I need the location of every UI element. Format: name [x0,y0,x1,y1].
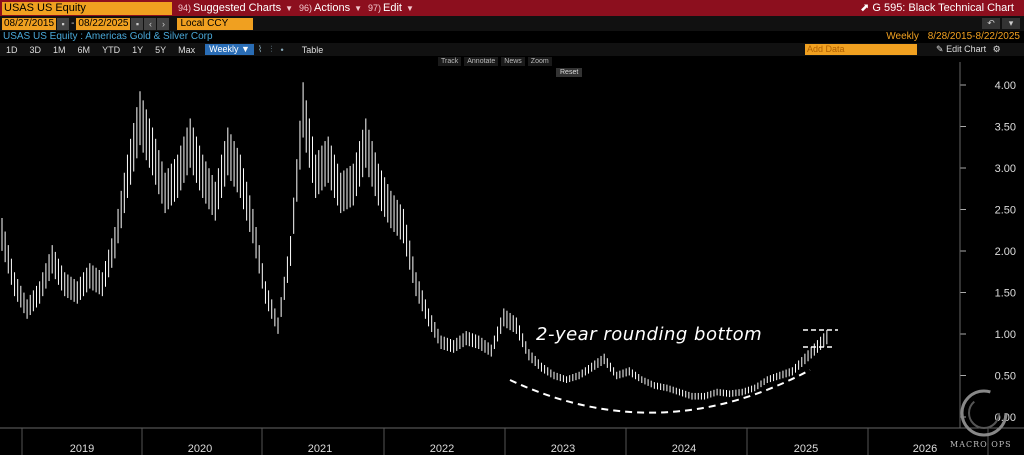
menu-label: Suggested Charts [193,2,282,14]
period-ytd[interactable]: YTD [102,44,121,55]
line-chart-icon[interactable]: ⌇ [257,44,263,54]
ticker-input[interactable]: USAS US Equity [2,1,172,15]
period-max[interactable]: Max [178,44,196,55]
menu-actions[interactable]: 96) Actions ▼ [299,0,362,16]
y-tick-label: 4.00 [995,80,1016,92]
x-tick-label: 2021 [308,443,332,455]
menu-number: 97) [368,3,382,13]
menu-label: Actions [314,2,351,14]
pencil-icon: ✎ [936,44,944,54]
y-tick-label: 3.00 [995,163,1016,175]
bar-chart-icon[interactable]: ⫶ [270,44,273,54]
news-tool[interactable]: News [501,57,525,66]
chevron-down-icon: ▼ [285,3,293,13]
end-date-field[interactable]: 08/22/2025 [76,17,131,30]
calendar-icon[interactable]: ▪ [57,17,70,30]
y-tick-label: 2.00 [995,246,1016,258]
menu-number: 96) [299,3,313,13]
price-chart[interactable]: 0.000.501.001.502.002.503.003.504.002019… [0,58,1024,455]
table-button[interactable]: Table [301,44,324,55]
security-name: USAS US Equity : Americas Gold & Silver … [3,31,213,42]
calendar-icon[interactable]: ▪ [131,17,144,30]
menu-number: 94) [178,3,192,13]
period-1y[interactable]: 1Y [132,44,144,55]
expand-icon[interactable]: ▾ [1002,18,1020,29]
chevron-down-icon: ▼ [406,3,414,13]
x-tick-label: 2025 [794,443,818,455]
nav-buttons: ↶ ▾ [982,18,1020,29]
edit-chart-button[interactable]: ✎ Edit Chart ⚙ [936,44,1001,55]
zoom-tool[interactable]: Zoom [527,57,552,66]
gear-icon[interactable]: ⚙ [992,44,1001,54]
period-1m[interactable]: 1M [53,44,66,55]
range-separator: - [71,18,75,29]
chart-title: ⬈ G 595: Black Technical Chart [860,0,1014,16]
date-range-bar: 08/27/2015 ▪ - 08/22/2025 ▪ ‹ › Local CC… [0,16,1024,31]
macro-ops-logo-icon [960,389,1008,437]
period-3d[interactable]: 3D [29,44,42,55]
y-tick-label: 1.50 [995,288,1016,300]
edit-chart-label: Edit Chart [946,44,987,54]
menu-label: Edit [383,2,402,14]
chart-title-text: G 595: Black Technical Chart [872,2,1014,14]
external-link-icon[interactable]: ⬈ [860,2,870,14]
y-tick-label: 3.50 [995,122,1016,134]
period-1d[interactable]: 1D [6,44,18,55]
chevron-down-icon: ▼ [354,3,363,13]
period-info: Weekly 8/28/2015-8/22/2025 [886,31,1020,43]
y-tick-label: 2.50 [995,205,1016,217]
add-data-input[interactable]: Add Data [805,44,917,55]
dropdown-icon[interactable]: • [280,44,284,55]
top-toolbar: USAS US Equity 94) Suggested Charts ▼ 96… [0,0,1024,16]
menu-suggested-charts[interactable]: 94) Suggested Charts ▼ [178,0,293,16]
x-tick-label: 2022 [430,443,454,455]
y-tick-label: 1.00 [995,329,1016,341]
undo-icon[interactable]: ↶ [982,18,1000,29]
x-tick-label: 2026 [913,443,937,455]
reset-button[interactable]: Reset [556,68,583,77]
frequency-select[interactable]: Weekly ▼ [205,44,254,55]
chart-annotation: 2-year rounding bottom [536,324,763,345]
period-range: 8/28/2015-8/22/2025 [927,31,1020,42]
x-tick-label: 2024 [672,443,696,455]
start-date-field[interactable]: 08/27/2015 [2,17,57,30]
frequency-label: Weekly [886,31,919,42]
next-arrow-icon[interactable]: › [157,17,170,30]
y-tick-label: 0.50 [995,371,1016,383]
watermark: MACRO OPS [950,440,1012,449]
period-5y[interactable]: 5Y [155,44,167,55]
rounding-bottom-curve [509,369,811,414]
period-6m[interactable]: 6M [77,44,91,55]
menu-edit[interactable]: 97) Edit ▼ [368,0,414,16]
prev-arrow-icon[interactable]: ‹ [144,17,157,30]
x-tick-label: 2020 [188,443,212,455]
track-tool[interactable]: Track [438,57,462,66]
period-bar: 1D 3D 1M 6M YTD 1Y 5Y Max Weekly ▼ ⌇ ⫶ •… [0,43,1024,56]
x-tick-label: 2019 [70,443,94,455]
chart-tools: Track Annotate News Zoom [438,57,552,66]
security-row: USAS US Equity : Americas Gold & Silver … [0,31,1024,43]
annotate-tool[interactable]: Annotate [464,57,499,66]
x-tick-label: 2023 [551,443,575,455]
currency-select[interactable]: Local CCY [177,17,254,30]
